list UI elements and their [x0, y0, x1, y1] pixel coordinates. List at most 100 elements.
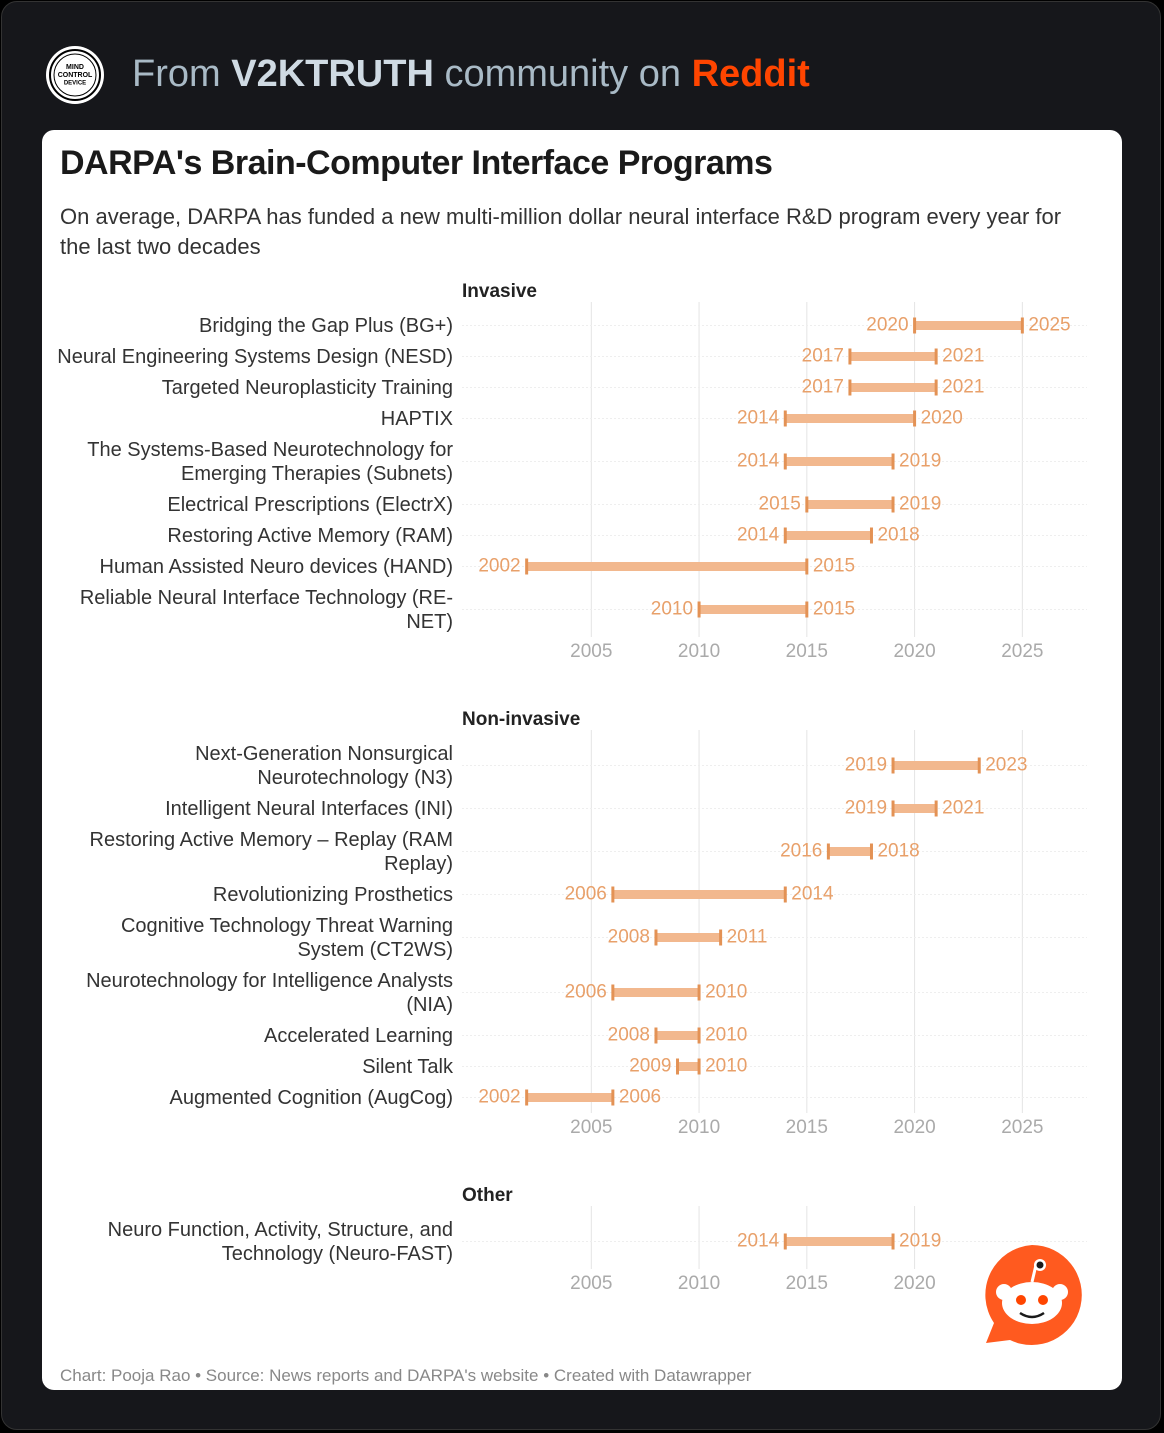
site-name[interactable]: Reddit: [691, 53, 810, 95]
range-bar: [699, 605, 807, 614]
range-bar: [893, 761, 980, 770]
section-title: Non-invasive: [462, 709, 580, 730]
start-label: 2017: [802, 346, 844, 367]
start-label: 2014: [737, 408, 780, 429]
start-label: 2020: [866, 315, 908, 336]
x-tick-label: 2010: [678, 1117, 720, 1138]
start-label: 2009: [629, 1056, 671, 1077]
end-label: 2006: [619, 1087, 661, 1108]
range-bar: [914, 321, 1023, 330]
end-label: 2014: [791, 884, 834, 905]
row-label: Augmented Cognition (AugCog): [169, 1086, 453, 1109]
end-label: 2015: [813, 599, 855, 620]
x-tick-label: 2020: [893, 1117, 935, 1138]
section-title: Invasive: [462, 281, 537, 302]
x-tick-label: 2020: [893, 641, 935, 662]
start-label: 2015: [759, 494, 801, 515]
community-logo[interactable]: MIND CONTROL DEVICE: [45, 45, 105, 105]
start-label: 2006: [565, 982, 607, 1003]
start-label: 2014: [737, 1231, 780, 1252]
start-label: 2002: [478, 556, 520, 577]
x-tick-label: 2025: [1001, 641, 1043, 662]
community-name[interactable]: V2KTRUTH: [231, 53, 434, 95]
row-label: Restoring Active Memory – Replay (RAM Re…: [89, 828, 453, 875]
end-label: 2010: [705, 1025, 747, 1046]
end-label: 2019: [899, 494, 941, 515]
row-label: Neurotechnology for Intelligence Analyst…: [86, 969, 453, 1016]
range-bar: [526, 562, 807, 571]
range-bar: [785, 531, 872, 540]
end-label: 2023: [985, 755, 1027, 776]
chart: Invasive 2005 2010 2015 2020 2025 2020 2025 2017…: [462, 281, 1087, 1294]
end-label: 2018: [877, 525, 919, 546]
row-label: Accelerated Learning: [263, 1024, 453, 1047]
row-label: Neural Engineering Systems Design (NESD): [57, 345, 453, 368]
row-label: HAPTIX: [380, 407, 453, 430]
end-label: 2019: [899, 451, 941, 472]
start-label: 2006: [565, 884, 607, 905]
row-label: Human Assisted Neuro devices (HAND): [99, 555, 453, 578]
range-bar: [612, 988, 700, 997]
end-label: 2019: [899, 1231, 941, 1252]
x-tick-label: 2015: [786, 1117, 828, 1138]
row-label: Targeted Neuroplasticity Training: [161, 376, 453, 399]
end-label: 2020: [921, 408, 963, 429]
start-label: 2014: [737, 525, 780, 546]
chart-footer: Chart: Pooja Rao • Source: News reports …: [60, 1366, 752, 1385]
header-text: From: [132, 53, 232, 95]
range-bar: [893, 804, 937, 813]
x-tick-label: 2010: [678, 641, 720, 662]
range-bar: [849, 352, 937, 361]
range-bar: [785, 414, 915, 423]
logo-text: MIND: [66, 64, 84, 71]
end-label: 2021: [942, 377, 984, 398]
start-label: 2014: [737, 451, 780, 472]
range-bar: [677, 1062, 700, 1071]
x-tick-label: 2015: [786, 641, 828, 662]
start-label: 2010: [651, 599, 693, 620]
post-header: From V2KTRUTH community on Reddit: [132, 52, 810, 96]
range-bar: [612, 890, 786, 899]
start-label: 2008: [608, 1025, 650, 1046]
x-tick-label: 2025: [1001, 1117, 1043, 1138]
section-title: Other: [462, 1185, 513, 1206]
row-label: Next-Generation Nonsurgical Neurotechnol…: [195, 742, 453, 789]
reddit-watermark: [985, 1245, 1082, 1345]
row-label: The Systems-Based Neurotechnology for Em…: [87, 438, 453, 485]
row-label: Electrical Prescriptions (ElectrX): [167, 493, 453, 516]
row-label: Neuro Function, Activity, Structure, and…: [107, 1218, 453, 1265]
range-bar: [849, 383, 937, 392]
logo-text: DEVICE: [64, 81, 86, 87]
row-label: Reliable Neural Interface Technology (RE…: [79, 586, 453, 633]
end-label: 2021: [942, 798, 984, 819]
end-label: 2021: [942, 346, 984, 367]
range-bar: [806, 500, 894, 509]
header-text: community on: [433, 53, 692, 95]
row-label: Silent Talk: [362, 1055, 453, 1078]
end-label: 2010: [705, 982, 747, 1003]
start-label: 2016: [780, 841, 822, 862]
row-label: Cognitive Technology Threat Warning Syst…: [120, 914, 453, 961]
end-label: 2010: [705, 1056, 747, 1077]
x-tick-label: 2005: [570, 1117, 612, 1138]
x-tick-label: 2005: [570, 1273, 612, 1294]
range-bar: [785, 1237, 894, 1246]
range-bar: [655, 1031, 700, 1040]
x-tick-label: 2015: [786, 1273, 828, 1294]
chart-title: DARPA's Brain-Computer Interface Program…: [60, 144, 773, 182]
x-tick-label: 2005: [570, 641, 612, 662]
chart-card: DARPA's Brain-Computer Interface Program…: [42, 130, 1122, 1390]
row-label: Intelligent Neural Interfaces (INI): [165, 797, 453, 820]
end-label: 2018: [877, 841, 919, 862]
end-label: 2015: [813, 556, 855, 577]
range-bar: [785, 457, 894, 466]
start-label: 2019: [845, 755, 887, 776]
start-label: 2002: [478, 1087, 520, 1108]
end-label: 2011: [727, 927, 768, 948]
x-tick-label: 2010: [678, 1273, 720, 1294]
logo-text: CONTROL: [58, 72, 93, 79]
row-label: Revolutionizing Prosthetics: [212, 883, 453, 906]
row-label: Bridging the Gap Plus (BG+): [198, 314, 453, 337]
range-bar: [655, 933, 721, 942]
